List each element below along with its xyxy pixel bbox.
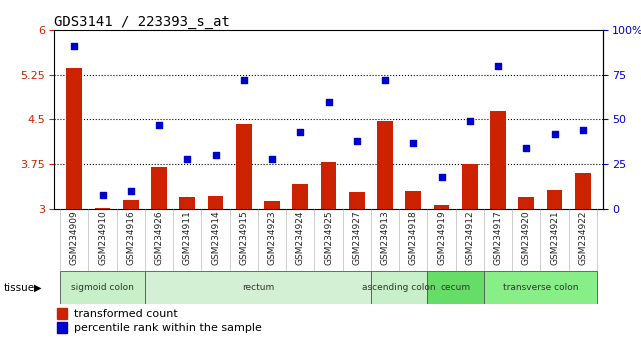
Point: [380, 77, 390, 83]
Point: [154, 122, 164, 128]
Bar: [208, 196, 223, 209]
Text: rectum: rectum: [242, 283, 274, 292]
Point: [126, 188, 136, 194]
Bar: [378, 121, 393, 209]
Bar: [57, 322, 67, 333]
Bar: [57, 308, 67, 319]
Bar: [67, 68, 82, 209]
Text: transverse colon: transverse colon: [503, 283, 578, 292]
Bar: [236, 124, 251, 209]
Bar: [349, 192, 365, 209]
Bar: [292, 184, 308, 209]
Bar: [320, 162, 337, 209]
Bar: [179, 197, 195, 209]
Bar: [60, 272, 145, 304]
Bar: [519, 197, 534, 209]
Bar: [145, 272, 371, 304]
Point: [578, 127, 588, 133]
Bar: [371, 272, 428, 304]
Bar: [434, 205, 449, 209]
Point: [97, 192, 108, 198]
Point: [521, 145, 531, 151]
Point: [267, 156, 277, 162]
Bar: [95, 208, 110, 209]
Text: transformed count: transformed count: [74, 309, 178, 319]
Bar: [264, 201, 279, 209]
Bar: [428, 272, 484, 304]
Point: [437, 174, 447, 179]
Point: [182, 156, 192, 162]
Point: [210, 152, 221, 158]
Text: GDS3141 / 223393_s_at: GDS3141 / 223393_s_at: [54, 15, 230, 29]
Point: [465, 119, 475, 124]
Text: percentile rank within the sample: percentile rank within the sample: [74, 323, 262, 333]
Point: [549, 131, 560, 137]
Text: sigmoid colon: sigmoid colon: [71, 283, 134, 292]
Bar: [575, 173, 590, 209]
Text: ascending colon: ascending colon: [362, 283, 436, 292]
Bar: [490, 110, 506, 209]
Bar: [484, 272, 597, 304]
Point: [493, 63, 503, 69]
Bar: [547, 190, 562, 209]
Point: [295, 129, 305, 135]
Point: [238, 77, 249, 83]
Bar: [123, 200, 138, 209]
Point: [323, 99, 333, 104]
Bar: [406, 191, 421, 209]
Text: cecum: cecum: [440, 283, 470, 292]
Point: [69, 43, 79, 49]
Text: ▶: ▶: [34, 283, 42, 293]
Bar: [151, 167, 167, 209]
Point: [352, 138, 362, 144]
Bar: [462, 164, 478, 209]
Text: tissue: tissue: [3, 283, 35, 293]
Point: [408, 140, 419, 145]
